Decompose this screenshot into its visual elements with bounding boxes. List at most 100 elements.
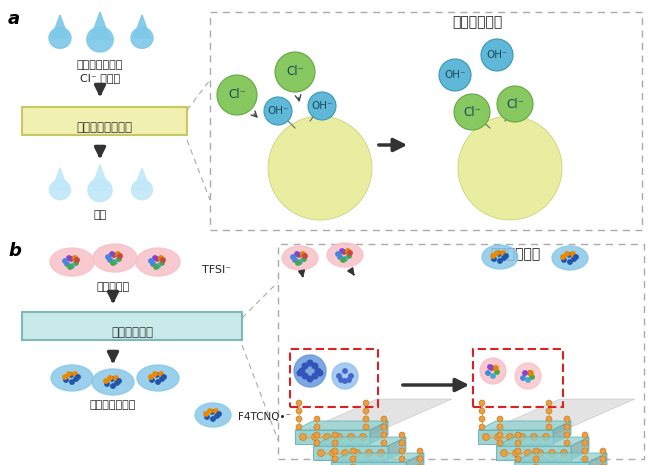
Text: b: b [8,242,21,260]
Circle shape [297,253,301,257]
Circle shape [296,424,302,430]
Circle shape [399,440,405,446]
Circle shape [530,375,534,379]
Circle shape [114,376,118,380]
Circle shape [204,412,208,416]
Circle shape [543,433,549,440]
Circle shape [307,360,313,366]
Circle shape [74,261,78,265]
Circle shape [106,255,110,259]
Circle shape [523,371,527,375]
Circle shape [497,416,503,422]
Circle shape [486,371,490,375]
Circle shape [330,450,337,457]
Text: F4TCNQ•⁻: F4TCNQ•⁻ [238,412,291,422]
Text: Cl⁻: Cl⁻ [228,88,246,101]
Circle shape [314,424,320,430]
Circle shape [65,262,69,266]
Circle shape [488,365,492,369]
Ellipse shape [49,180,70,199]
Text: 高分子半導体: 高分子半導体 [111,326,153,339]
Circle shape [495,370,499,374]
Circle shape [491,374,495,378]
Circle shape [264,97,292,125]
Polygon shape [331,453,424,462]
Circle shape [210,410,215,414]
Circle shape [564,432,570,438]
Circle shape [111,261,115,265]
Ellipse shape [93,244,137,272]
Circle shape [546,408,552,414]
Polygon shape [134,15,150,38]
Circle shape [533,464,539,465]
Circle shape [549,450,556,457]
Circle shape [75,258,79,262]
Circle shape [151,262,155,266]
Text: 純水: 純水 [94,210,107,220]
Text: イオン液体: イオン液体 [96,282,129,292]
Ellipse shape [131,27,153,48]
Circle shape [381,440,387,446]
Circle shape [567,253,571,257]
Circle shape [497,440,503,446]
Text: ドーパント分子: ドーパント分子 [90,400,136,410]
Circle shape [495,251,499,255]
Circle shape [340,249,344,253]
Circle shape [562,258,566,262]
Circle shape [332,448,338,454]
Text: TFSI⁻: TFSI⁻ [202,265,231,275]
Circle shape [354,450,361,457]
Circle shape [482,433,489,440]
Circle shape [497,424,503,430]
Circle shape [363,416,369,422]
Circle shape [117,379,121,383]
Circle shape [341,258,345,262]
Circle shape [110,377,114,381]
Circle shape [500,450,508,457]
Circle shape [300,433,307,440]
Circle shape [70,264,74,268]
Circle shape [303,254,307,258]
Circle shape [343,257,347,261]
Circle shape [311,433,318,440]
Circle shape [74,377,78,381]
Text: Cl⁻: Cl⁻ [463,106,481,119]
Circle shape [515,432,521,438]
Circle shape [302,257,306,261]
Polygon shape [478,421,571,430]
Circle shape [533,448,539,454]
Circle shape [156,264,160,268]
Circle shape [521,376,525,380]
Circle shape [159,372,163,376]
Circle shape [63,259,67,263]
Circle shape [117,257,121,261]
Circle shape [268,116,372,220]
Ellipse shape [87,27,113,52]
Circle shape [600,464,606,465]
Circle shape [365,450,372,457]
Circle shape [332,440,338,446]
Circle shape [350,456,356,462]
Circle shape [504,254,508,258]
Text: Cl⁻ イオン: Cl⁻ イオン [80,73,120,83]
Circle shape [497,86,533,122]
Circle shape [149,259,153,263]
Circle shape [335,433,343,440]
Circle shape [314,432,320,438]
Circle shape [110,252,114,256]
Circle shape [381,416,387,422]
Circle shape [500,251,505,255]
Circle shape [533,456,539,462]
Ellipse shape [327,243,363,267]
Circle shape [111,384,115,388]
Circle shape [348,433,354,440]
Circle shape [572,257,576,261]
Circle shape [347,254,351,258]
Circle shape [63,375,67,379]
Text: OH⁻: OH⁻ [311,101,333,111]
Circle shape [479,400,485,406]
Circle shape [349,374,353,378]
Circle shape [314,416,320,422]
Circle shape [515,456,521,462]
Circle shape [479,408,485,414]
